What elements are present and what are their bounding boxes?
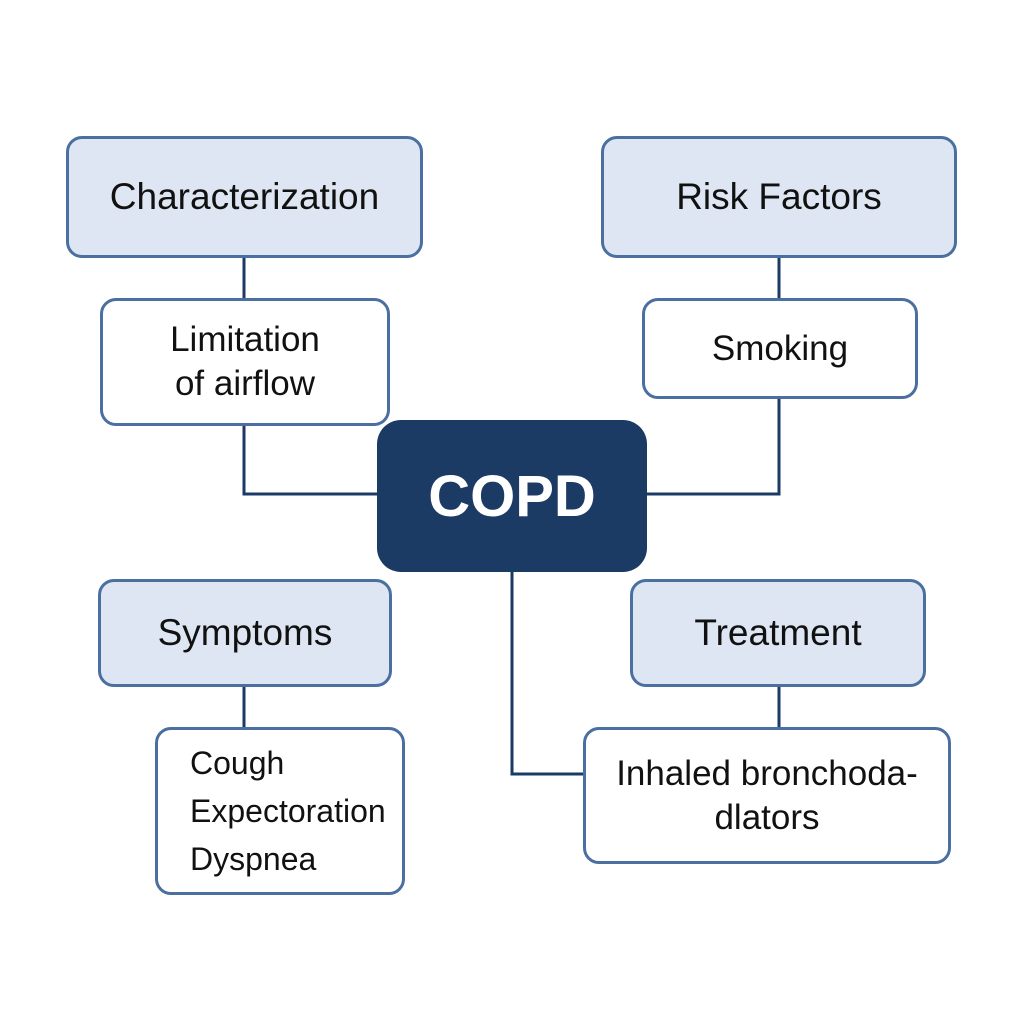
characterization-detail-line-2: of airflow xyxy=(174,364,316,403)
copd-center-label: COPD xyxy=(428,463,596,529)
symptoms-detail-node: Cough Expectoration Dyspnea xyxy=(155,727,405,895)
risk-factors-detail-line-1: Smoking xyxy=(711,328,849,368)
symptoms-node: Symptoms xyxy=(98,579,392,687)
risk-factors-label: Risk Factors xyxy=(676,176,882,217)
copd-center-node: COPD xyxy=(377,420,647,572)
risk-factors-node: Risk Factors xyxy=(601,136,957,258)
characterization-detail-node: Limitation of airflow xyxy=(100,298,390,426)
treatment-node: Treatment xyxy=(630,579,926,687)
symptoms-detail-line-1: Cough xyxy=(190,745,285,781)
characterization-detail-line-1: Limitation xyxy=(170,320,320,360)
symptoms-detail-line-3: Dyspnea xyxy=(190,841,317,877)
connector-risk-center xyxy=(646,398,781,496)
treatment-detail-line-2: dlators xyxy=(714,797,820,837)
treatment-detail-node: Inhaled bronchoda- dlators xyxy=(583,727,951,864)
treatment-detail-line-1: Inhaled bronchoda- xyxy=(616,753,918,793)
symptoms-label: Symptoms xyxy=(157,612,333,653)
connector-center-treatment xyxy=(510,570,584,776)
connector-characterization-center xyxy=(242,425,378,496)
characterization-label: Characterization xyxy=(109,176,380,217)
symptoms-detail-line-2: Expectoration xyxy=(190,793,386,829)
treatment-label: Treatment xyxy=(694,612,862,653)
risk-factors-detail-node: Smoking xyxy=(642,298,918,399)
characterization-node: Characterization xyxy=(66,136,423,258)
